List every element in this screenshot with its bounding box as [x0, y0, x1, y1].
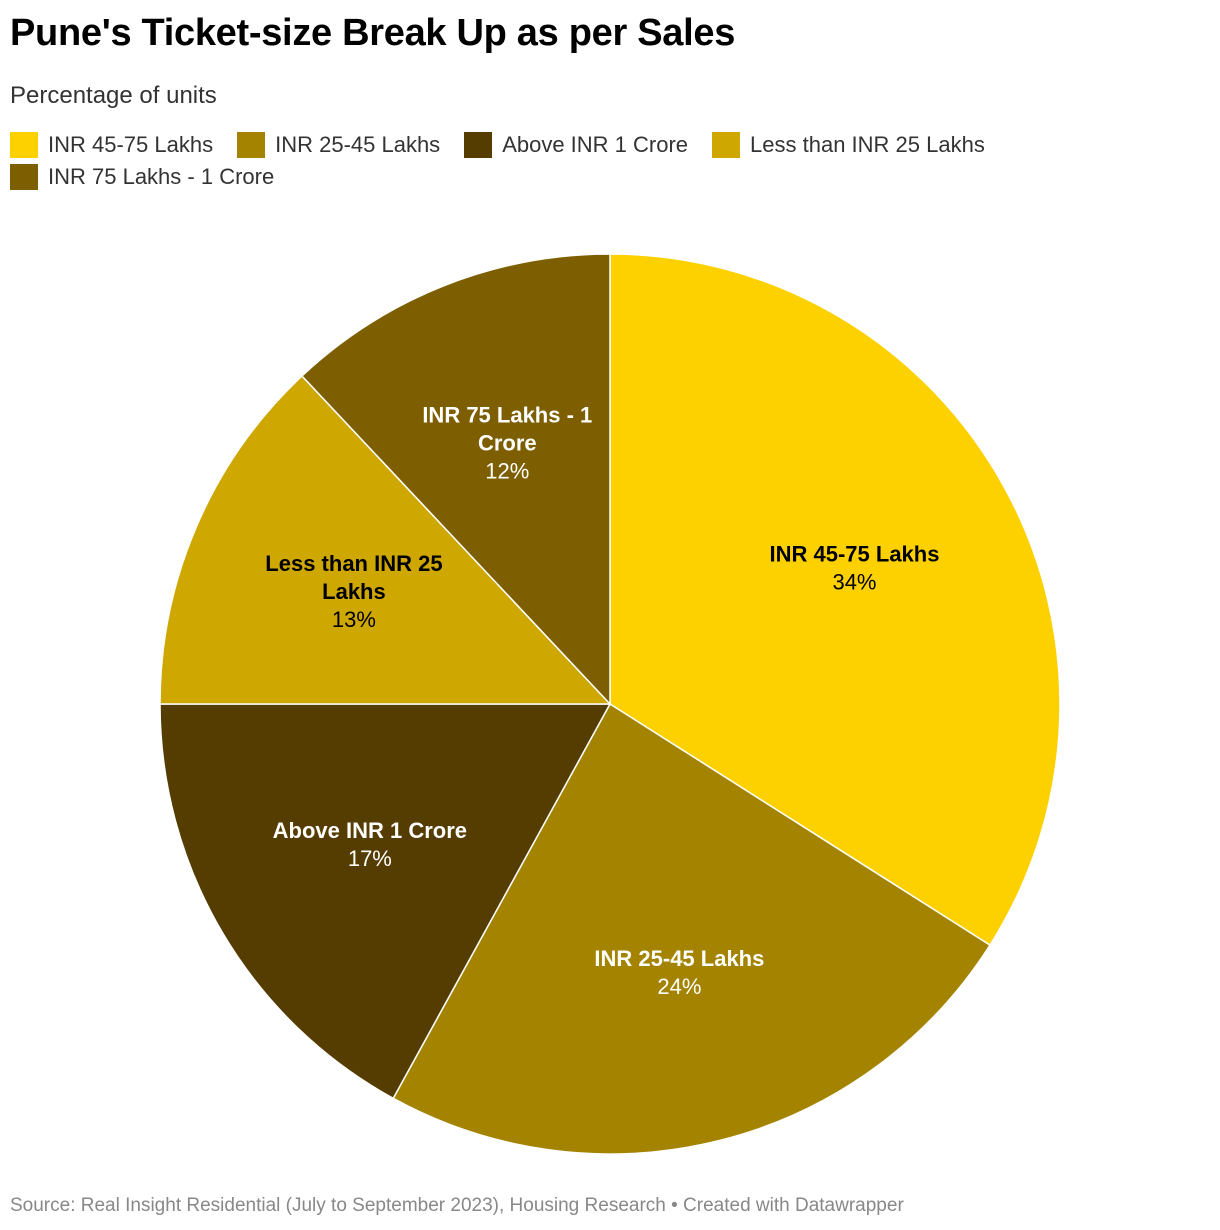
slice-value-label: 17%	[348, 846, 392, 871]
legend-label: Above INR 1 Crore	[502, 132, 689, 157]
slice-label-text: Above INR 1 Crore	[273, 818, 467, 843]
slice-label-text: Lakhs	[322, 579, 386, 604]
legend-item-inr-75-lakhs-1-crore: INR 75 Lakhs - 1 Crore	[10, 164, 274, 190]
slice-label-text: INR 75 Lakhs - 1	[422, 402, 592, 427]
pie-slice-less-than-inr-25-lakhs	[159, 374, 612, 705]
slice-label-inr-45-75-lakhs: INR 45-75 Lakhs 34%	[770, 541, 940, 594]
slice-label-above-inr-1-crore: Above INR 1 Crore 17%	[273, 818, 467, 871]
slice-label-inr-75-lakhs-1-crore: INR 75 Lakhs - 1 Crore 12%	[422, 402, 592, 483]
slice-label-less-than-inr-25-lakhs: Less than INR 25 Lakhs 13%	[265, 551, 442, 632]
legend-swatch	[464, 132, 493, 158]
legend-swatch	[237, 132, 266, 158]
pie-slice-inr-75-lakhs-1-crore	[300, 253, 611, 706]
legend-item-less-than-inr-25-lakhs: Less than INR 25 Lakhs	[712, 132, 985, 158]
legend-label: INR 45-75 Lakhs	[48, 132, 214, 157]
pie-slice-inr-25-45-lakhs	[392, 702, 991, 1155]
slice-label-inr-25-45-lakhs: INR 25-45 Lakhs 24%	[594, 946, 764, 999]
slice-label-text: INR 25-45 Lakhs	[594, 946, 764, 971]
legend-item-inr-25-45-lakhs: INR 25-45 Lakhs	[237, 132, 440, 158]
legend-swatch	[10, 164, 38, 190]
legend-item-above-inr-1-crore: Above INR 1 Crore	[464, 132, 688, 158]
source-note: Source: Real Insight Residential (July t…	[10, 1195, 904, 1216]
legend-swatch	[10, 132, 38, 158]
slice-value-label: 24%	[657, 974, 701, 999]
slice-value-label: 13%	[332, 607, 376, 632]
chart-subtitle: Percentage of units	[10, 82, 217, 109]
legend-item-inr-45-75-lakhs: INR 45-75 Lakhs	[10, 132, 213, 158]
slice-label-text: INR 45-75 Lakhs	[770, 541, 940, 566]
slice-label-text: Less than INR 25	[265, 551, 442, 576]
chart-title: Pune's Ticket-size Break Up as per Sales	[10, 12, 736, 54]
slice-value-label: 34%	[832, 569, 876, 594]
legend-swatch	[712, 132, 741, 158]
legend-label: INR 75 Lakhs - 1 Crore	[48, 164, 275, 189]
legend-label: Less than INR 25 Lakhs	[750, 132, 985, 157]
legend: INR 45-75 Lakhs INR 25-45 Lakhs Above INR …	[10, 132, 1110, 190]
slice-label-text: Crore	[478, 430, 537, 455]
pie-slice-inr-45-75-lakhs	[609, 253, 1061, 947]
legend-label: INR 25-45 Lakhs	[275, 132, 441, 157]
pie-slice-above-inr-1-crore	[159, 703, 612, 1100]
slice-value-label: 12%	[485, 458, 529, 483]
